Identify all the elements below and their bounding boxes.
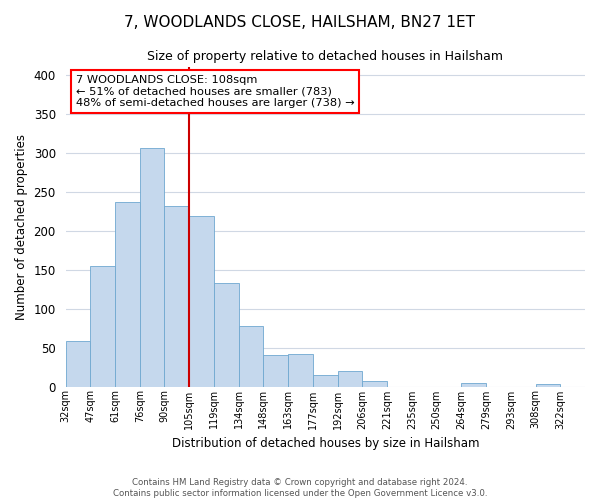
Bar <box>239 326 263 386</box>
Bar <box>214 283 239 387</box>
Bar <box>189 216 214 386</box>
Bar <box>362 381 387 386</box>
X-axis label: Distribution of detached houses by size in Hailsham: Distribution of detached houses by size … <box>172 437 479 450</box>
Y-axis label: Number of detached properties: Number of detached properties <box>15 134 28 320</box>
Bar <box>164 206 189 386</box>
Text: 7 WOODLANDS CLOSE: 108sqm
← 51% of detached houses are smaller (783)
48% of semi: 7 WOODLANDS CLOSE: 108sqm ← 51% of detac… <box>76 75 355 108</box>
Text: Contains HM Land Registry data © Crown copyright and database right 2024.
Contai: Contains HM Land Registry data © Crown c… <box>113 478 487 498</box>
Bar <box>338 371 362 386</box>
Bar <box>288 354 313 386</box>
Bar <box>65 342 90 386</box>
Bar <box>115 202 140 386</box>
Text: 7, WOODLANDS CLOSE, HAILSHAM, BN27 1ET: 7, WOODLANDS CLOSE, HAILSHAM, BN27 1ET <box>125 15 476 30</box>
Bar <box>313 375 338 386</box>
Bar <box>90 266 115 386</box>
Bar <box>536 384 560 386</box>
Title: Size of property relative to detached houses in Hailsham: Size of property relative to detached ho… <box>147 50 503 63</box>
Bar <box>461 382 486 386</box>
Bar <box>140 148 164 386</box>
Bar <box>263 354 288 386</box>
